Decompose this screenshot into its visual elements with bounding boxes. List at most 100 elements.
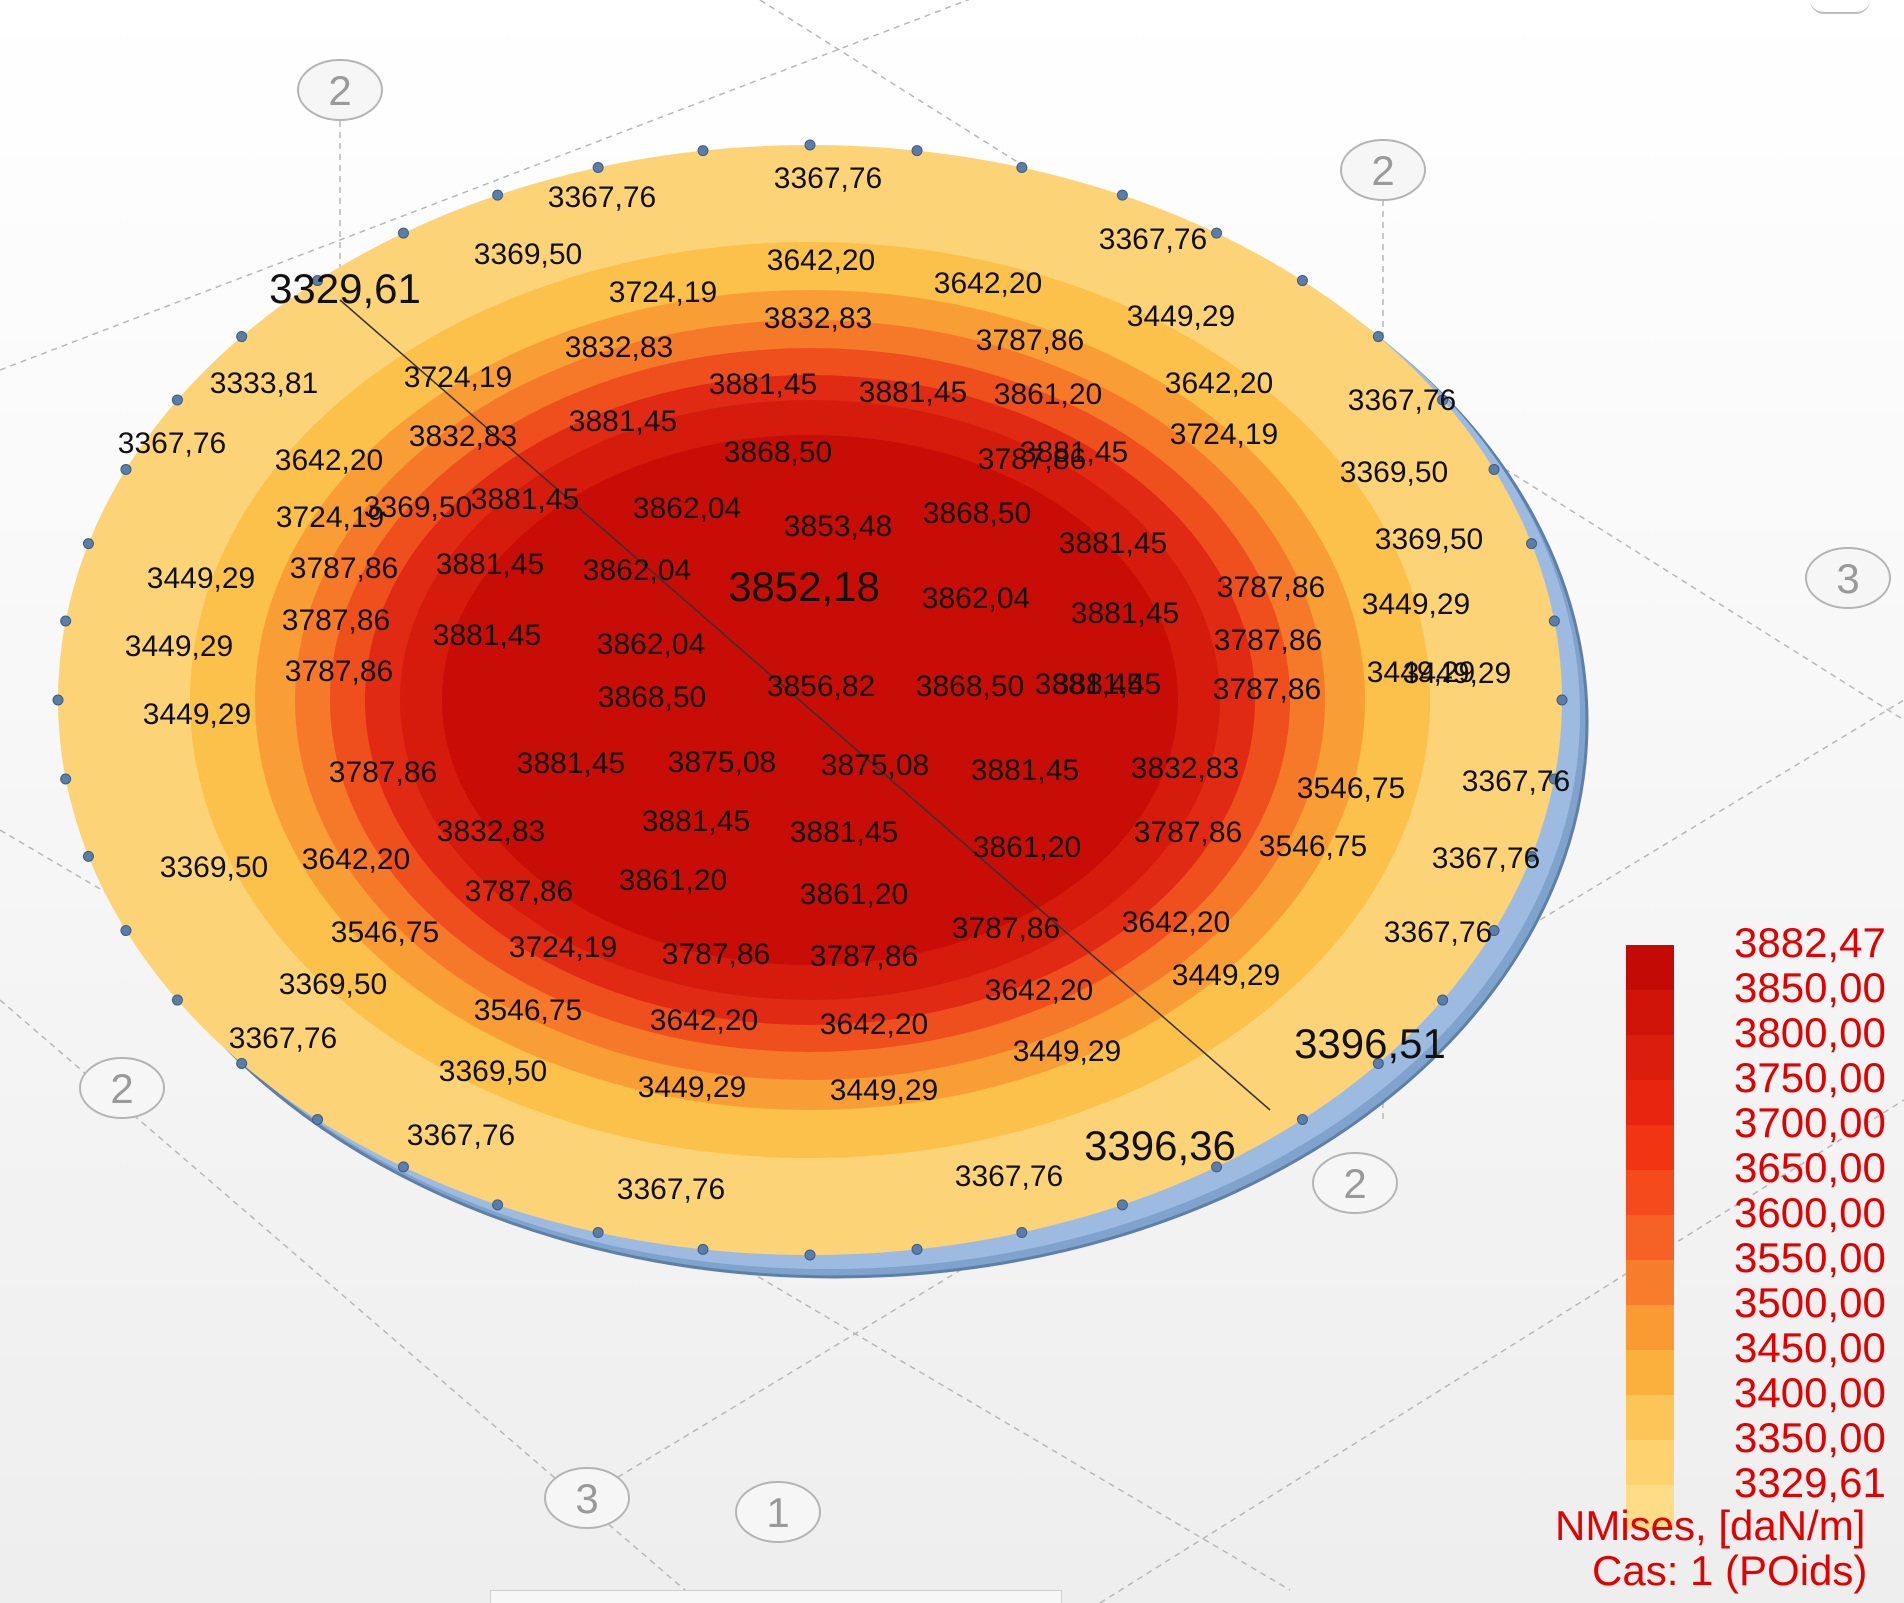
mesh-node[interactable] (1016, 161, 1028, 173)
mesh-node[interactable] (804, 1249, 816, 1261)
node-value-label: 3881,45 (1035, 668, 1143, 701)
mesh-node[interactable] (397, 227, 409, 239)
grid-axis-marker[interactable]: 3 (1805, 547, 1891, 609)
mesh-node[interactable] (804, 139, 816, 151)
mesh-node[interactable] (82, 850, 94, 862)
legend-band (1626, 1260, 1674, 1305)
mesh-node[interactable] (312, 275, 324, 287)
mesh-node[interactable] (82, 538, 94, 550)
extreme-value-label: 3396,36 (1084, 1122, 1236, 1169)
mesh-node[interactable] (1296, 1113, 1308, 1125)
node-value-label: 3787,86 (1214, 624, 1322, 657)
grid-axis-marker[interactable]: 2 (1340, 139, 1426, 201)
extreme-value-label: 3329,61 (269, 265, 421, 312)
mesh-node[interactable] (1296, 275, 1308, 287)
node-value-label: 3787,86 (465, 875, 573, 908)
mesh-node[interactable] (592, 1227, 604, 1239)
node-value-label: 3881,45 (790, 816, 898, 849)
legend-band (1626, 1125, 1674, 1170)
grid-axis-marker[interactable]: 3 (544, 1467, 630, 1529)
grid-axis-marker[interactable]: 1 (735, 1481, 821, 1543)
mesh-node[interactable] (1016, 1227, 1028, 1239)
mesh-node[interactable] (492, 189, 504, 201)
mesh-node[interactable] (1116, 1199, 1128, 1211)
mesh-node[interactable] (1556, 694, 1568, 706)
node-value-label: 3875,08 (668, 746, 776, 779)
mesh-node[interactable] (1372, 331, 1384, 343)
node-value-label: 3787,86 (976, 324, 1084, 357)
node-value-label: 3367,76 (548, 181, 656, 214)
node-value-label: 3369,50 (439, 1055, 547, 1088)
node-value-label: 3832,83 (764, 302, 872, 335)
legend-band (1626, 1080, 1674, 1125)
legend-tick-label: 3400,00 (1734, 1369, 1886, 1416)
section-cut-line[interactable] (339, 299, 1271, 1111)
legend-band (1626, 990, 1674, 1035)
mesh-node[interactable] (1548, 615, 1560, 627)
legend-tick-label: 3500,00 (1734, 1279, 1886, 1326)
legend-band (1626, 1305, 1674, 1350)
node-value-label: 3369,50 (160, 851, 268, 884)
mesh-node[interactable] (171, 994, 183, 1006)
node-value-label: 3724,19 (609, 276, 717, 309)
node-value-label: 3881,45 (1053, 668, 1161, 701)
legend-tick-label: 3750,00 (1734, 1054, 1886, 1101)
grid-axis-marker[interactable]: 2 (1312, 1152, 1398, 1214)
node-value-label: 3881,45 (971, 754, 1079, 787)
node-value-label: 3724,19 (276, 501, 384, 534)
axis-label: 2 (110, 1065, 133, 1112)
view-cube-icon[interactable] (1810, 0, 1870, 14)
node-value-label: 3449,29 (1367, 656, 1475, 689)
node-value-label: 3642,20 (302, 843, 410, 876)
mesh-node[interactable] (1488, 925, 1500, 937)
mesh-node[interactable] (312, 1113, 324, 1125)
mesh-node[interactable] (52, 694, 64, 706)
node-value-label: 3449,29 (147, 562, 255, 595)
mesh-node[interactable] (236, 331, 248, 343)
mesh-node[interactable] (171, 394, 183, 406)
mesh-node[interactable] (1548, 773, 1560, 785)
node-value-label: 3546,75 (1259, 830, 1367, 863)
mesh-node[interactable] (911, 1243, 923, 1255)
mesh-node[interactable] (697, 145, 709, 157)
mesh-node[interactable] (1437, 394, 1449, 406)
mesh-node[interactable] (1526, 538, 1538, 550)
mesh-node[interactable] (1116, 189, 1128, 201)
mesh-node[interactable] (592, 161, 604, 173)
node-value-label: 3449,29 (830, 1074, 938, 1107)
mesh-node[interactable] (1372, 1057, 1384, 1069)
mesh-node[interactable] (120, 925, 132, 937)
mesh-node[interactable] (492, 1199, 504, 1211)
legend-band (1626, 1170, 1674, 1215)
mesh-node[interactable] (1526, 850, 1538, 862)
mesh-node[interactable] (397, 1161, 409, 1173)
mesh-node[interactable] (1488, 463, 1500, 475)
legend-band (1626, 945, 1674, 990)
grid-line (1099, 1099, 1904, 1603)
node-value-label: 3449,29 (1172, 959, 1280, 992)
node-value-label: 3787,86 (1217, 571, 1325, 604)
mesh-node[interactable] (236, 1057, 248, 1069)
legend-tick-label: 3600,00 (1734, 1189, 1886, 1236)
mesh-node[interactable] (911, 145, 923, 157)
axis-label: 2 (1371, 147, 1394, 194)
grid-axis-marker[interactable]: 2 (297, 59, 383, 121)
mesh-node[interactable] (1211, 227, 1223, 239)
node-value-label: 3787,86 (290, 552, 398, 585)
node-value-label: 3367,76 (1099, 223, 1207, 256)
node-value-label: 3449,29 (1403, 657, 1511, 690)
mesh-node[interactable] (697, 1243, 709, 1255)
mesh-node[interactable] (1211, 1161, 1223, 1173)
node-value-label: 3449,29 (1013, 1035, 1121, 1068)
mesh-node[interactable] (120, 463, 132, 475)
mesh-node[interactable] (60, 615, 72, 627)
mesh-node[interactable] (1437, 994, 1449, 1006)
node-value-label: 3642,20 (767, 244, 875, 277)
node-value-label: 3449,29 (143, 698, 251, 731)
axis-label: 2 (1343, 1160, 1366, 1207)
mesh-node[interactable] (60, 773, 72, 785)
grid-axis-marker[interactable]: 2 (79, 1057, 165, 1119)
node-value-label: 3856,82 (767, 670, 875, 703)
